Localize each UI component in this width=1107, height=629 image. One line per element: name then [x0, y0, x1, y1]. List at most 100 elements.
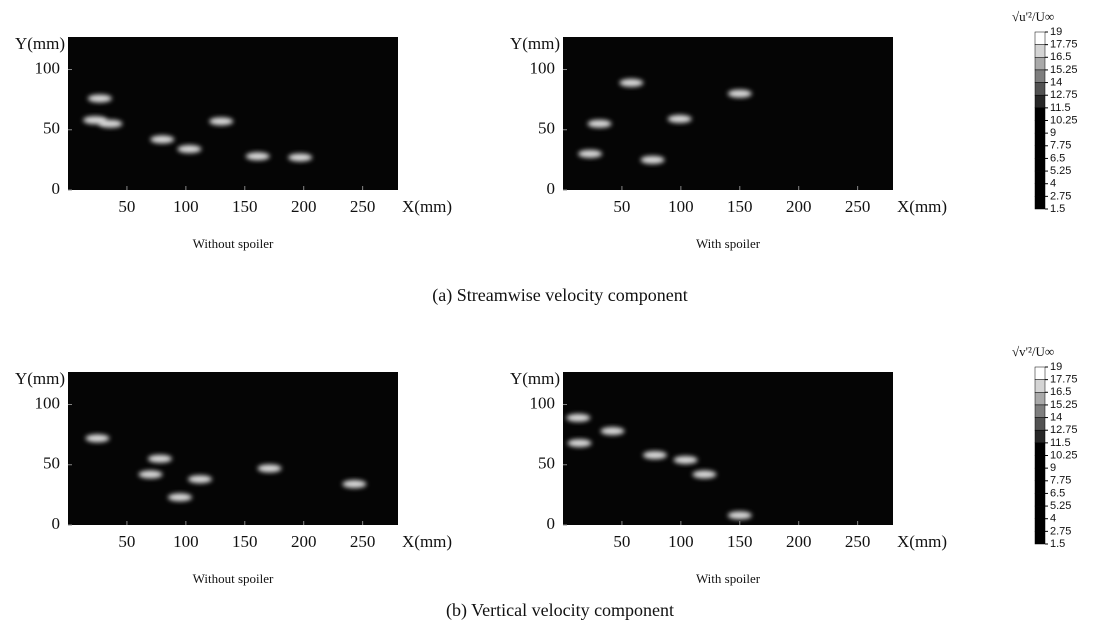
colorbar-segment — [1034, 379, 1046, 393]
hotspot — [209, 117, 234, 126]
y-tick-label: 0 — [52, 179, 61, 198]
hotspot — [727, 89, 752, 98]
x-tick-label: 150 — [232, 197, 258, 216]
colorbar-title: √u'²/U∞ — [1012, 9, 1054, 24]
colorbar-tick-label: 4 — [1050, 178, 1056, 190]
hotspot — [167, 493, 192, 502]
subtitle: Without spoiler — [193, 236, 274, 251]
y-axis-label: Y(mm) — [510, 34, 560, 53]
hotspot — [245, 152, 270, 161]
colorbar-segment — [1034, 493, 1046, 507]
hotspot — [85, 434, 110, 443]
colorbar-segment — [1034, 196, 1046, 210]
x-tick-label: 150 — [727, 197, 753, 216]
subtitle: Without spoiler — [193, 571, 274, 586]
hotspot — [98, 119, 123, 128]
x-tick-label: 250 — [845, 532, 871, 551]
colorbar-tick-label: 2.75 — [1050, 525, 1071, 537]
colorbar-tick-label: 12.75 — [1050, 89, 1078, 101]
colorbar-segment — [1034, 404, 1046, 418]
x-tick-label: 200 — [786, 532, 812, 551]
colorbar-segment — [1034, 455, 1046, 469]
hotspot — [288, 153, 313, 162]
y-axis-label: Y(mm) — [15, 34, 65, 53]
colorbar-segment — [1034, 94, 1046, 109]
x-tick-label: 50 — [118, 197, 135, 216]
colorbar-segment — [1034, 82, 1046, 96]
hotspot — [87, 94, 112, 103]
x-axis-label: X(mm) — [897, 197, 947, 216]
subtitle: With spoiler — [696, 236, 761, 251]
colorbar-tick-label: 4 — [1050, 513, 1056, 525]
colorbar-segment — [1034, 417, 1046, 431]
hotspot — [642, 451, 667, 460]
colorbar-tick-label: 17.75 — [1050, 39, 1078, 51]
x-tick-label: 100 — [668, 532, 694, 551]
colorbar-segment — [1034, 183, 1046, 197]
y-tick-label: 0 — [547, 179, 556, 198]
y-tick-label: 50 — [43, 454, 60, 473]
y-tick-label: 50 — [43, 119, 60, 138]
colorbar-segment — [1034, 366, 1046, 380]
x-tick-label: 50 — [613, 532, 630, 551]
x-tick-label: 50 — [118, 532, 135, 551]
colorbar-tick-label: 19 — [1050, 26, 1062, 38]
plot-area — [563, 372, 893, 525]
x-tick-label: 100 — [668, 197, 694, 216]
colorbar-tick-label: 14 — [1050, 411, 1062, 423]
colorbar-tick-label: 7.75 — [1050, 475, 1071, 487]
colorbar-tick-label: 14 — [1050, 76, 1062, 88]
colorbar-tick-label: 6.5 — [1050, 152, 1065, 164]
y-tick-label: 100 — [530, 58, 556, 77]
x-tick-label: 100 — [173, 197, 199, 216]
colorbar-segment — [1034, 57, 1046, 71]
colorbar-segment — [1034, 467, 1046, 482]
y-tick-label: 0 — [52, 514, 61, 533]
x-axis-label: X(mm) — [402, 197, 452, 216]
hotspot — [566, 413, 591, 422]
colorbar-segment — [1034, 170, 1046, 184]
y-axis-label: Y(mm) — [15, 369, 65, 388]
colorbar-segment — [1034, 69, 1046, 83]
x-axis-label: X(mm) — [402, 532, 452, 551]
colorbar-tick-label: 6.5 — [1050, 487, 1065, 499]
colorbar-tick-label: 11.5 — [1050, 102, 1071, 114]
hotspot — [342, 480, 367, 489]
y-tick-label: 0 — [547, 514, 556, 533]
colorbar-segment — [1034, 442, 1046, 456]
colorbar-title: √v'²/U∞ — [1012, 344, 1054, 359]
colorbar-tick-label: 2.75 — [1050, 190, 1071, 202]
hotspot — [567, 439, 592, 448]
colorbar-tick-label: 15.25 — [1050, 64, 1078, 76]
colorbar-segment — [1034, 145, 1046, 159]
colorbar-segment — [1034, 518, 1046, 532]
hotspot — [177, 145, 202, 154]
x-tick-label: 50 — [613, 197, 630, 216]
colorbar-segment — [1034, 120, 1046, 134]
x-tick-label: 250 — [845, 197, 871, 216]
colorbar-tick-label: 9 — [1050, 462, 1056, 474]
hotspot — [600, 427, 625, 436]
colorbar-tick-label: 16.5 — [1050, 51, 1071, 63]
x-tick-label: 250 — [350, 532, 376, 551]
hotspot — [147, 454, 172, 463]
x-tick-label: 150 — [727, 532, 753, 551]
colorbar-tick-label: 10.25 — [1050, 114, 1078, 126]
hotspot — [257, 464, 282, 473]
colorbar-segment — [1034, 158, 1046, 172]
x-tick-label: 200 — [291, 532, 317, 551]
colorbar-tick-label: 10.25 — [1050, 449, 1078, 461]
plot-area — [68, 372, 398, 525]
hotspot — [188, 475, 212, 484]
colorbar-tick-label: 19 — [1050, 361, 1062, 373]
subtitle: With spoiler — [696, 571, 761, 586]
hotspot — [578, 149, 603, 158]
hotspot — [150, 135, 175, 144]
x-axis-label: X(mm) — [897, 532, 947, 551]
y-tick-label: 100 — [35, 393, 61, 412]
y-tick-label: 100 — [530, 393, 556, 412]
hotspot — [673, 455, 698, 464]
x-tick-label: 100 — [173, 532, 199, 551]
colorbar-tick-label: 5.25 — [1050, 500, 1071, 512]
colorbar-tick-label: 7.75 — [1050, 140, 1071, 152]
